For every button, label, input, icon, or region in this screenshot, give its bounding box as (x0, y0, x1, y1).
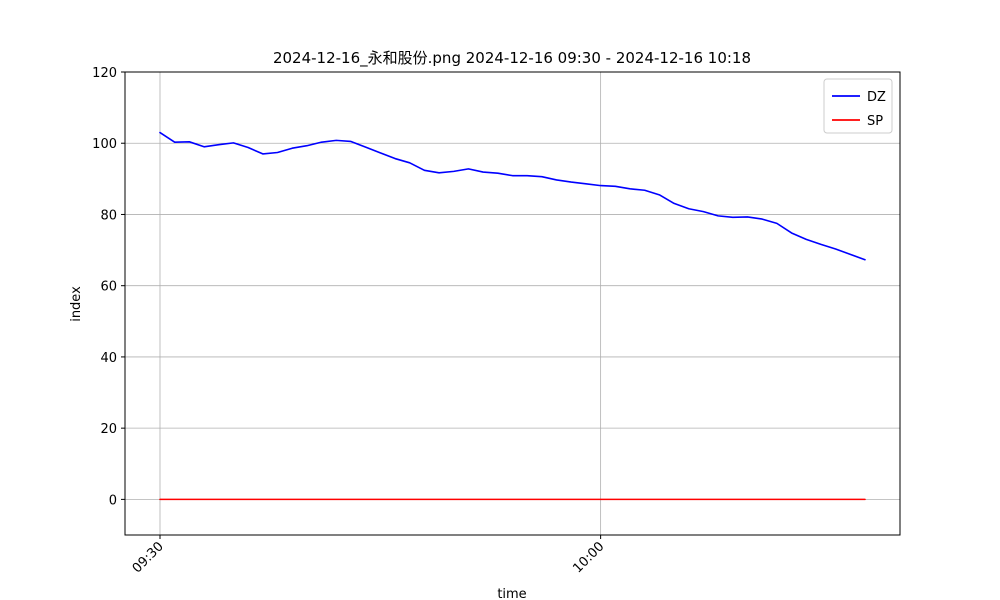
y-tick-label: 0 (109, 493, 117, 508)
y-tick-label: 20 (100, 422, 117, 437)
x-axis: 09:30 10:00 (130, 535, 607, 576)
grid (125, 71, 900, 535)
plot-frame (124, 71, 901, 536)
series-line-dz (159, 131, 866, 261)
y-tick-label: 100 (92, 137, 117, 152)
x-axis-title: time (497, 587, 526, 600)
y-tick-label: 80 (100, 208, 117, 223)
y-axis-title: index (69, 286, 84, 322)
series-group (159, 131, 866, 501)
legend-label-sp: SP (867, 114, 883, 129)
legend-label-dz: DZ (867, 90, 886, 105)
y-axis: 0 20 40 60 80 100 120 (92, 66, 125, 508)
y-tick-label: 40 (100, 351, 117, 366)
x-tick-label: 10:00 (570, 539, 607, 576)
chart-title: 2024-12-16_永和股份.png 2024-12-16 09:30 - 2… (273, 49, 751, 68)
legend: DZ SP (823, 78, 893, 134)
y-tick-label: 60 (100, 280, 117, 295)
x-tick-label: 09:30 (130, 539, 167, 576)
y-tick-label: 120 (92, 66, 117, 81)
